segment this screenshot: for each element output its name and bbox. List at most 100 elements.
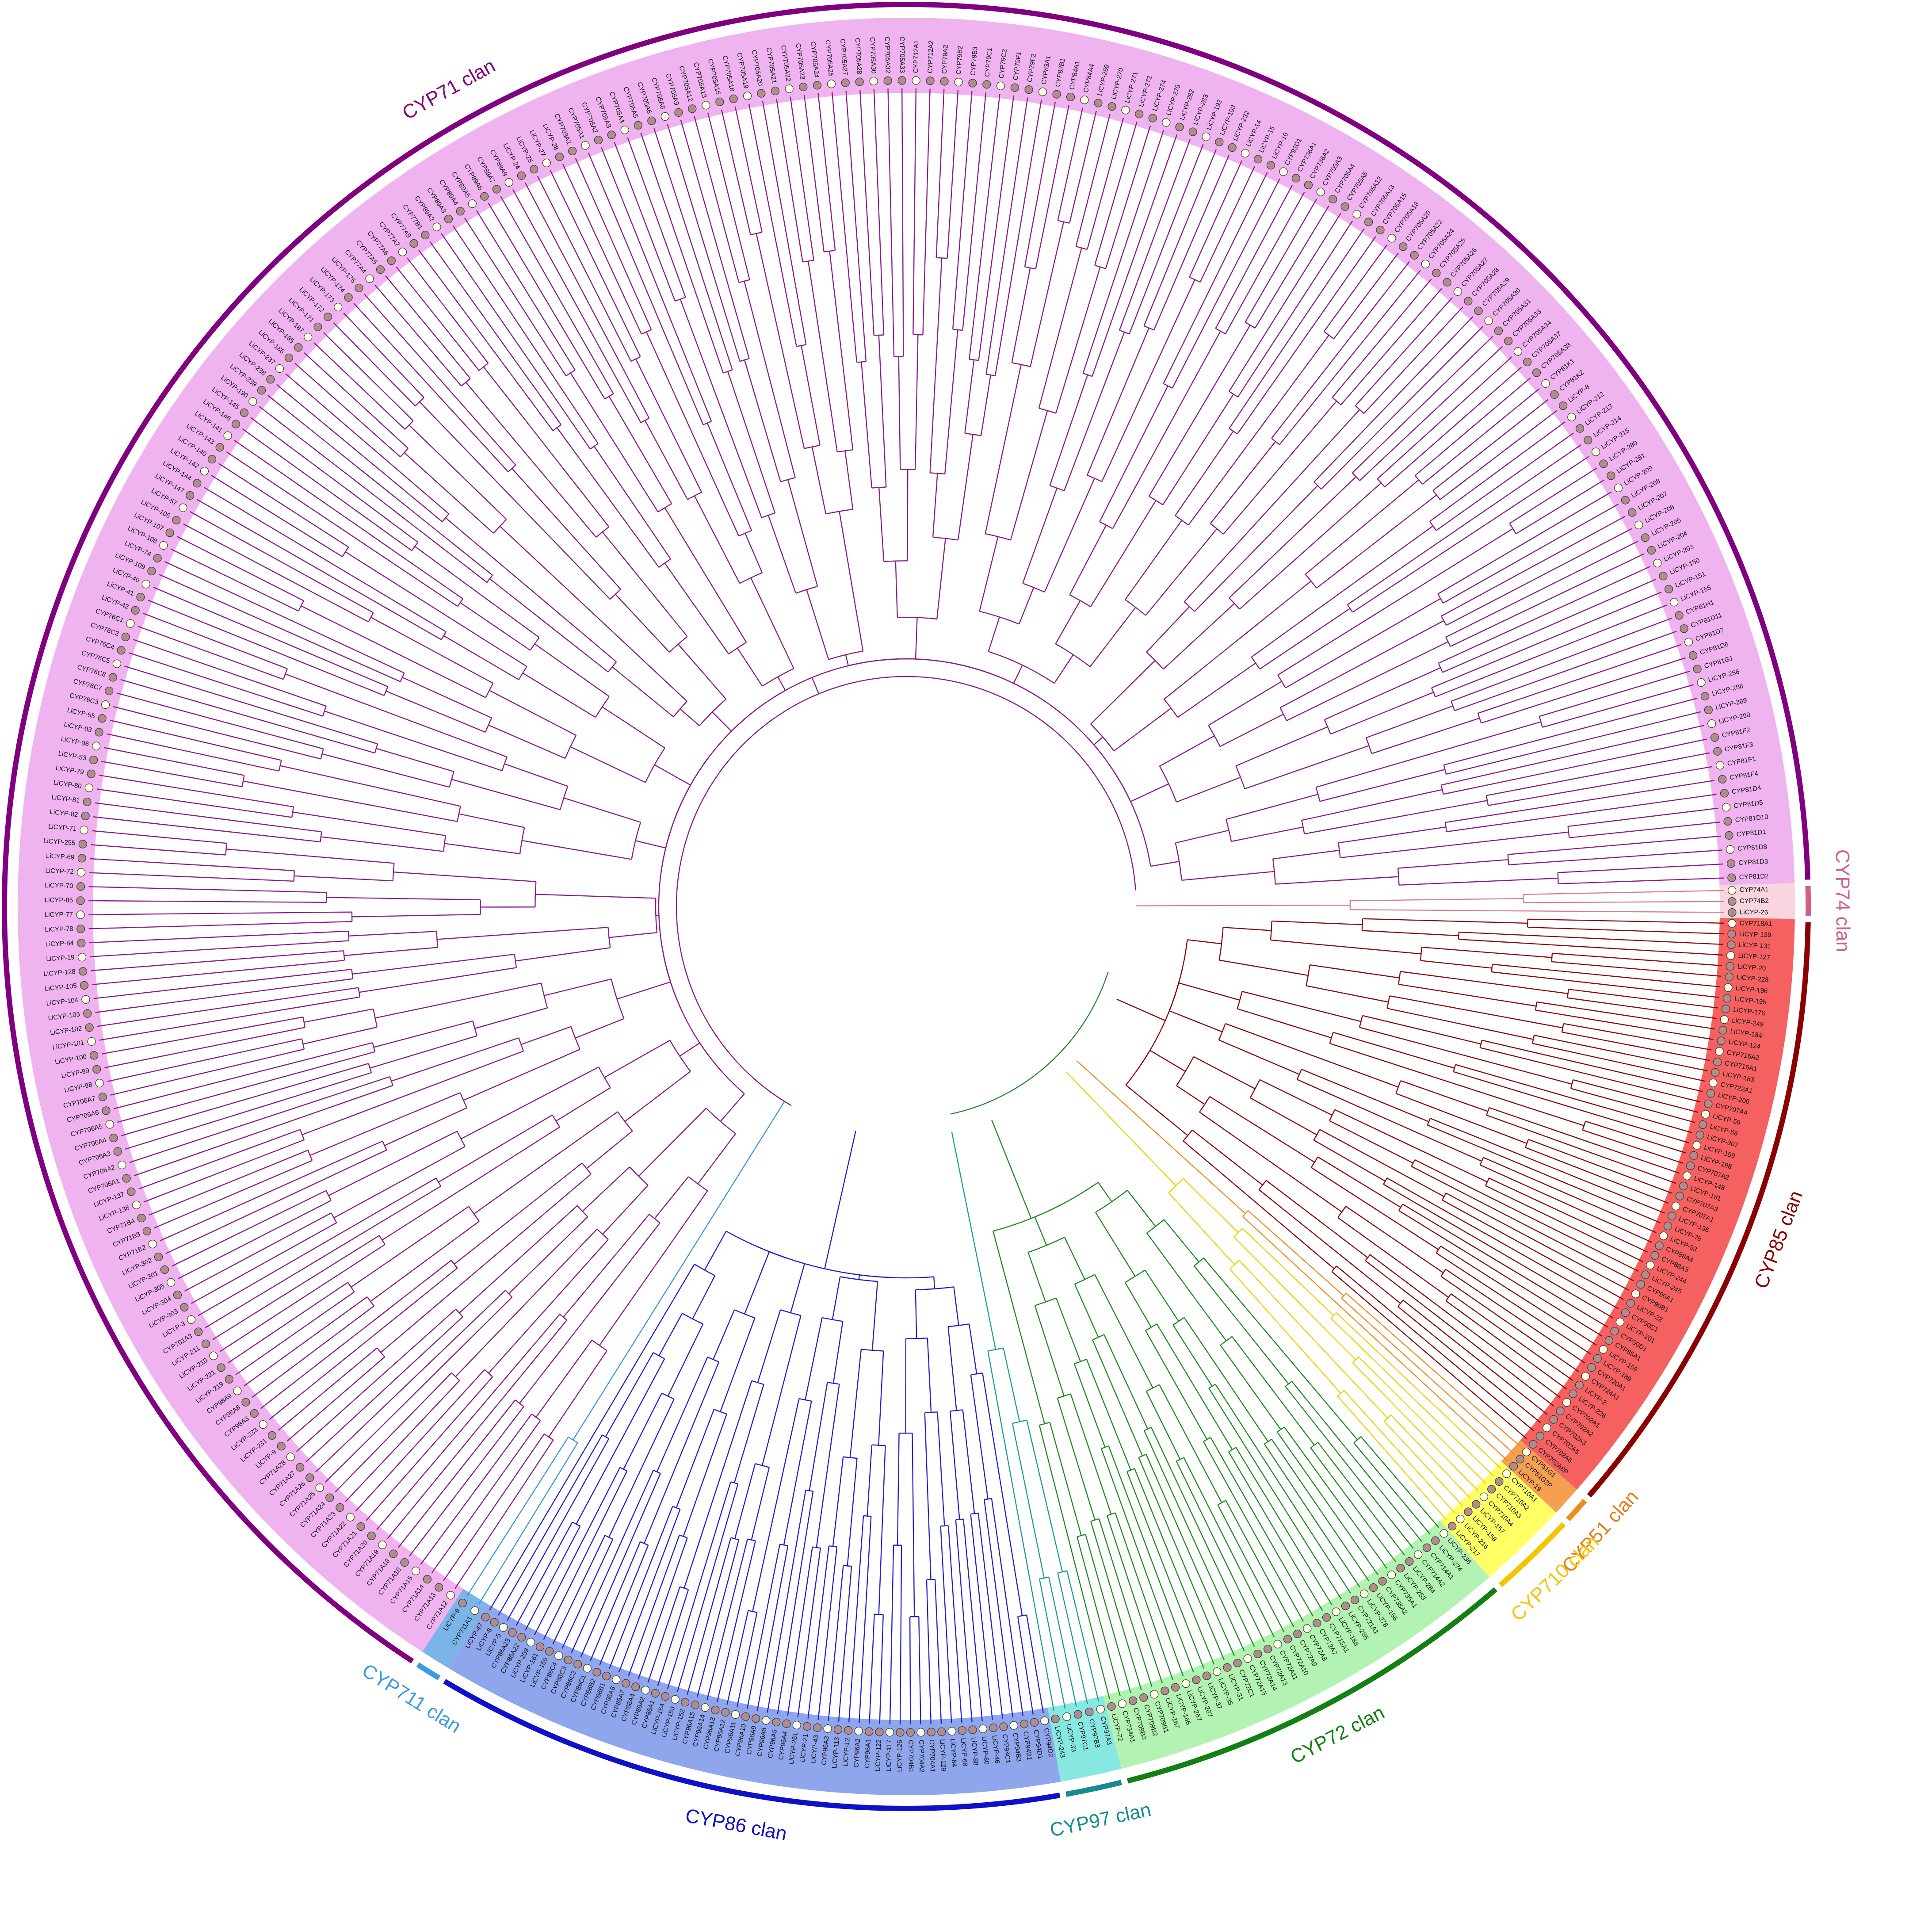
clan-bar-cyp72 [1126,1587,1497,1784]
branch-arc [874,334,884,336]
tip-marker [1711,1068,1720,1077]
branch [895,561,898,618]
tip-marker [1073,1710,1082,1719]
branch-arc [347,1282,355,1292]
tip-marker [647,116,656,125]
branch [234,440,463,600]
branch [623,1393,662,1470]
branch [1225,1500,1294,1627]
branch [861,362,873,488]
branch [1360,1436,1439,1528]
tip-marker [885,1728,894,1737]
branch [654,1176,689,1219]
branch-arc [1249,1079,1260,1098]
branch [1055,600,1081,644]
tip-marker [542,158,551,168]
tip-marker [1243,1654,1252,1663]
branch [1034,1305,1065,1396]
branch [777,1491,814,1715]
branch [1568,807,1718,827]
tip-marker [1718,1026,1727,1035]
branch [746,1544,781,1709]
branch [1229,476,1357,599]
branch [1218,1039,1300,1075]
branch [1125,520,1183,600]
tip-marker [688,104,697,113]
branch-arc [1486,1107,1490,1116]
branch [1402,1204,1608,1328]
branch [1074,1284,1099,1338]
branch [1395,1093,1527,1144]
branch-arc [1551,953,1553,962]
branch [171,1190,327,1267]
branch [1345,1292,1521,1447]
branch [555,1087,611,1122]
tip-marker [1709,1078,1718,1087]
branch [1138,1457,1225,1661]
tip-marker [602,1671,611,1681]
branch [1438,566,1651,664]
branch-arc [1438,663,1443,673]
clan-label-cyp711: CYP711 clan [358,1659,465,1737]
tip-marker [568,146,577,156]
branch [859,89,874,336]
tip-label: LiCYP-128 [43,968,76,978]
tip-marker [76,896,85,905]
tip-marker [346,1513,355,1521]
branch [720,1318,756,1412]
tip-marker [1641,533,1650,542]
tip-marker [209,1351,218,1360]
branch [767,515,797,594]
branch-arc [541,983,548,1008]
branch [935,89,945,258]
branch [370,1221,480,1302]
branch-arc [570,1026,580,1050]
branch [1481,1040,1703,1092]
tip-marker [799,83,808,92]
clan-band-cyp711 [422,1589,488,1668]
tip-marker [771,87,780,96]
branch-arc [559,1314,567,1321]
branch [1055,267,1101,413]
branch [1352,455,1590,613]
branch [1039,1579,1066,1709]
tip-marker [1569,1389,1577,1398]
branch-arc [451,1372,460,1381]
tip-marker [802,1722,812,1731]
branch [164,561,405,674]
branch [867,1445,873,1516]
tip-label: CYP79C1 [983,47,993,77]
branch [1489,1107,1680,1174]
branch-arc [358,987,361,997]
branch [315,1290,506,1473]
branch [535,894,656,899]
tip-marker [926,76,935,85]
tip-marker [1162,118,1171,127]
branch-arc [1184,601,1195,612]
branch [993,1231,1045,1424]
tip-marker [782,1719,791,1728]
branch [1225,191,1305,334]
branch-arc [871,486,886,489]
branch [184,1212,332,1292]
branch [1383,1184,1614,1319]
tip-marker [751,1714,760,1723]
branch [333,1146,466,1219]
branch-arc [725,1231,787,1259]
branch [694,495,741,584]
branch [1319,1129,1445,1197]
tip-marker [159,541,168,550]
branch [1568,989,1718,1009]
branch-arc [1442,1193,1447,1200]
branch [991,1498,1024,1716]
branch [488,724,565,759]
tip-marker [508,1628,517,1637]
tip-marker [715,97,724,106]
branch [1210,1437,1313,1617]
tip-marker [1615,1318,1624,1326]
branch [915,617,918,659]
branch [393,871,536,883]
tip-marker [225,1375,233,1384]
tip-marker [1322,1613,1331,1622]
branch [348,931,437,937]
